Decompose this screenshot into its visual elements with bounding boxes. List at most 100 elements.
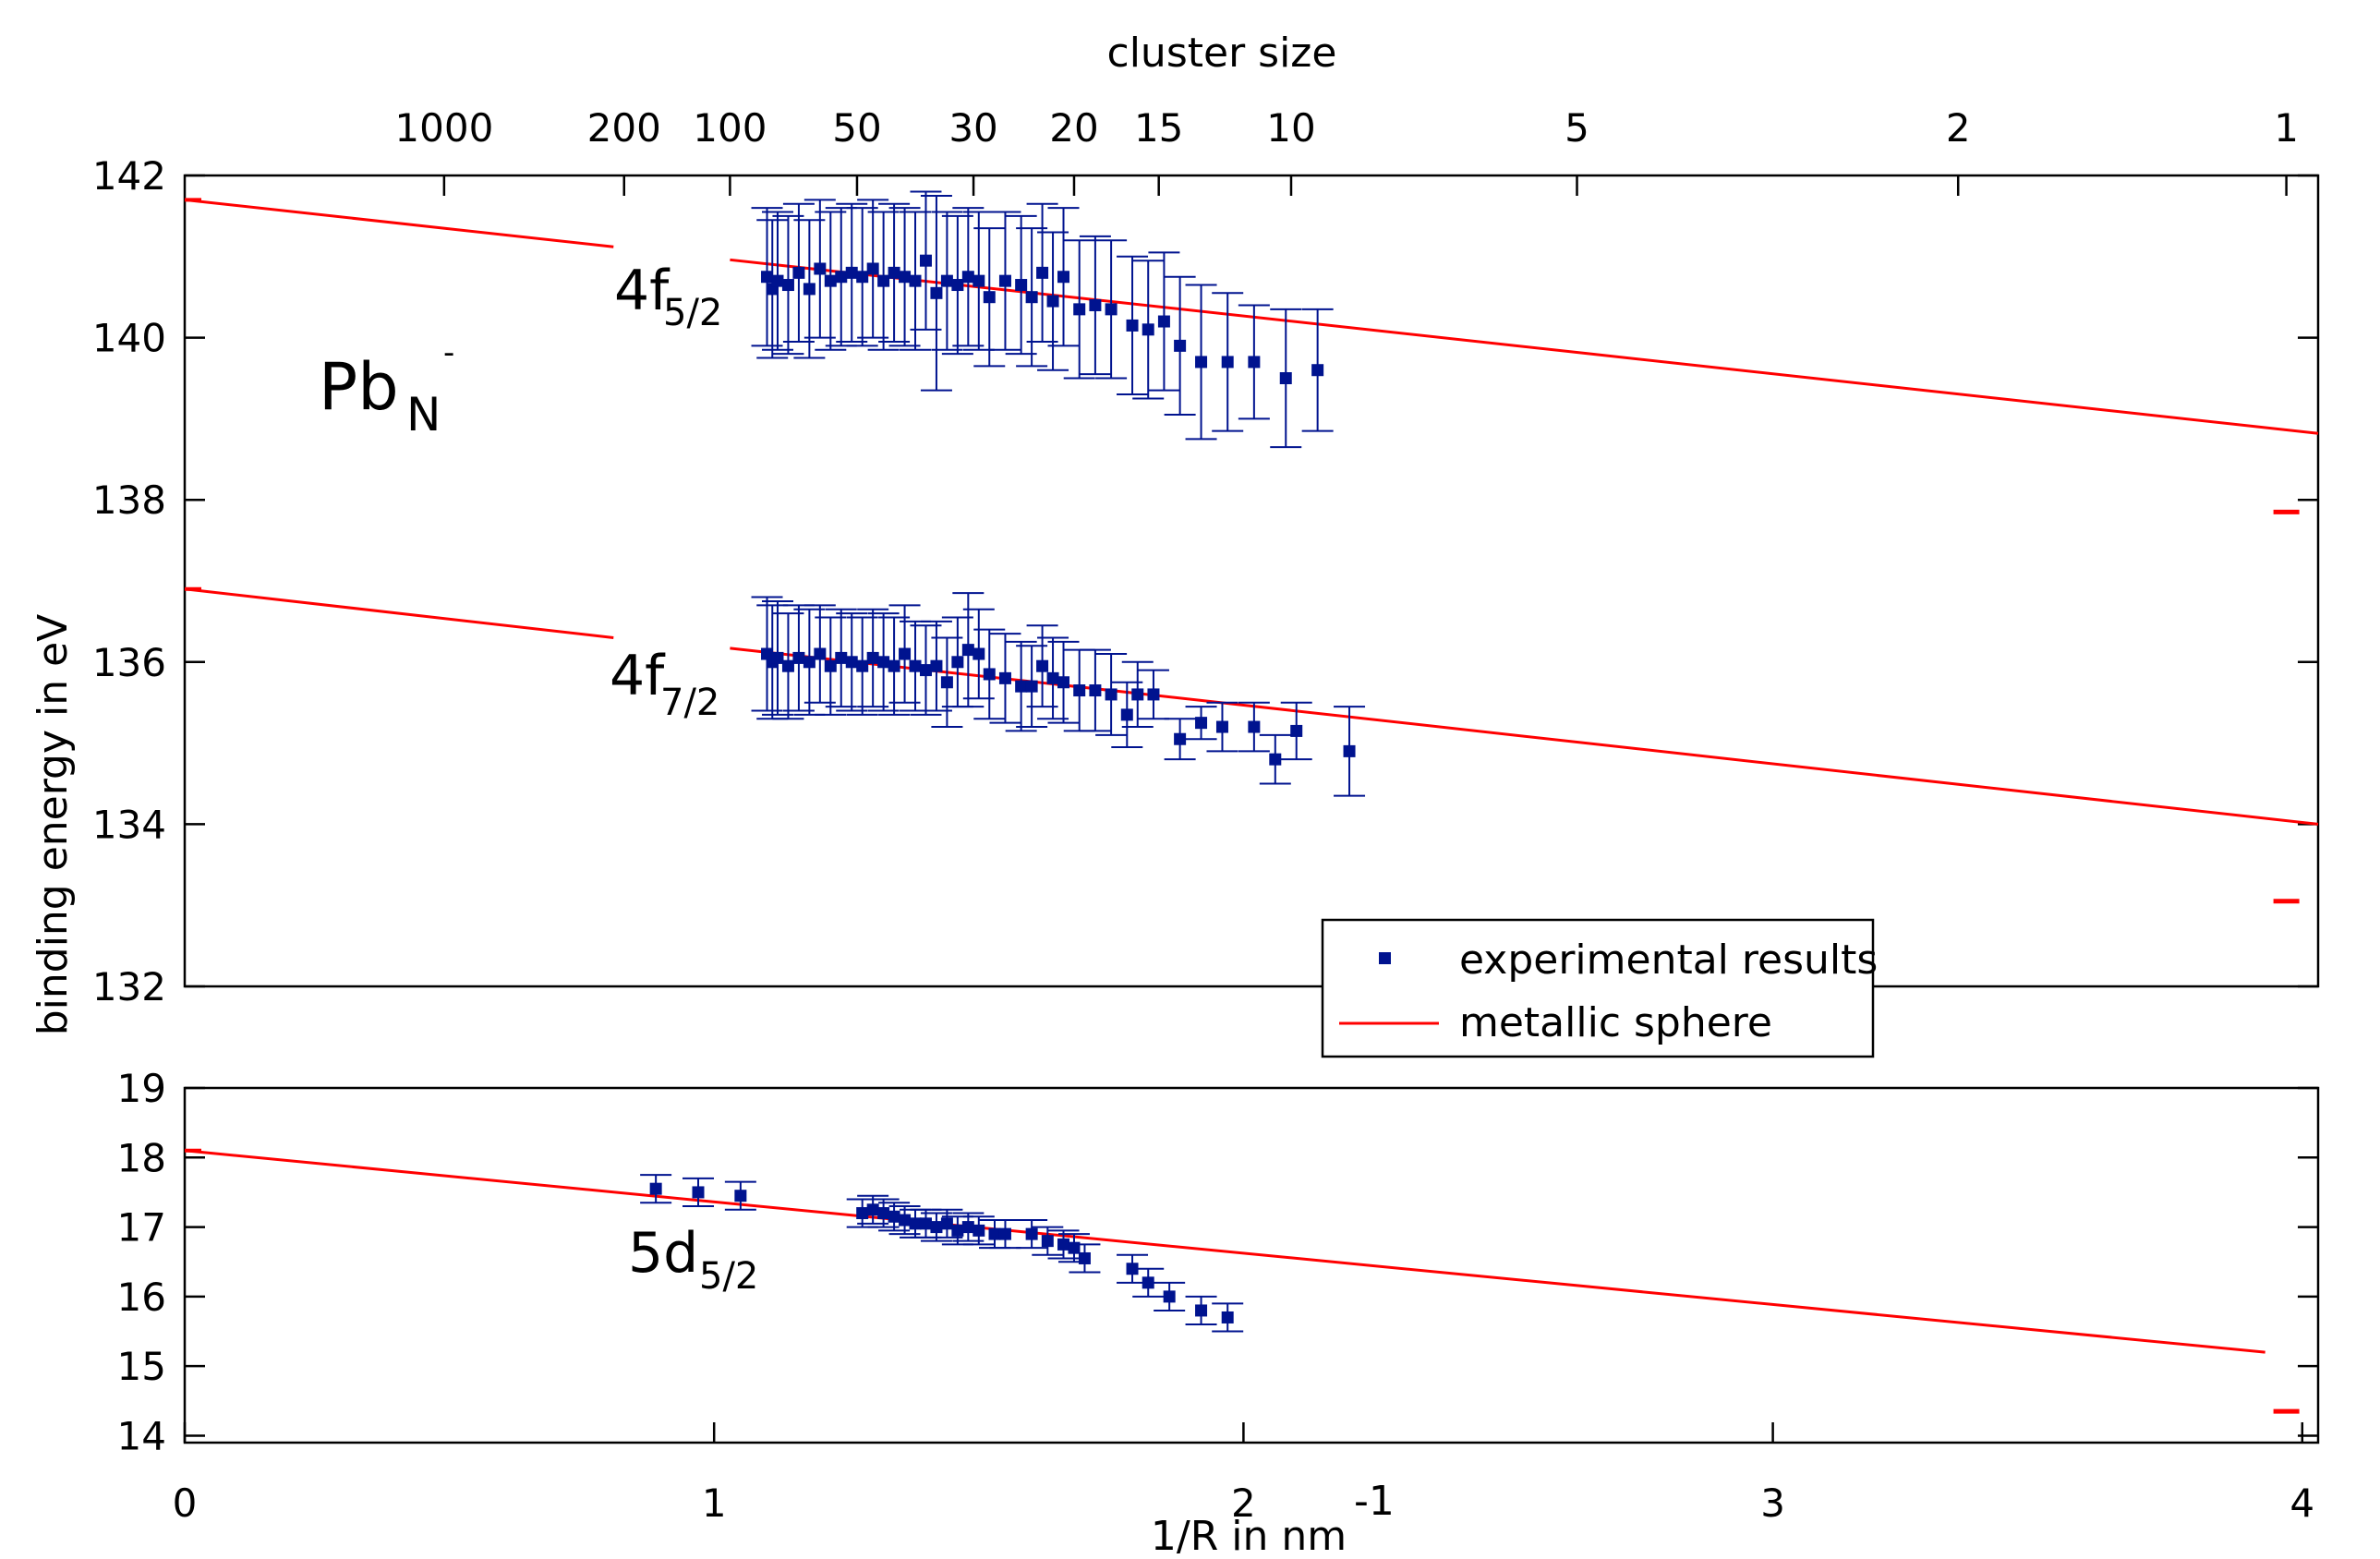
cluster-size-tick-label: 50 (832, 105, 881, 151)
cluster-size-tick-label: 20 (1049, 105, 1098, 151)
data-point (866, 651, 879, 664)
data-point (998, 1227, 1011, 1240)
data-point (1073, 303, 1086, 316)
legend-box (1321, 918, 1875, 1058)
data-point (1057, 676, 1070, 689)
data-point (909, 1217, 922, 1230)
cluster-size-tick-label: 100 (693, 105, 767, 151)
data-point (824, 274, 837, 287)
data-point (1046, 295, 1059, 308)
cluster-size-tick-label: 15 (1134, 105, 1183, 151)
data-point (1015, 279, 1028, 292)
legend-marker-experimental (1379, 952, 1391, 964)
lower-panel-frame (183, 1086, 2320, 1444)
data-point (973, 274, 985, 287)
svg-text:4f: 4f (610, 644, 666, 708)
peak-label-4f52: 4f 5/2 (614, 259, 722, 334)
data-point (983, 668, 996, 681)
data-point (1041, 1235, 1054, 1248)
data-point (1147, 688, 1160, 701)
svg-text:N: N (406, 388, 441, 441)
data-point (919, 664, 932, 677)
data-point (1221, 1311, 1234, 1323)
data-point (856, 1207, 869, 1220)
x-axis-title-exponent: -1 (1354, 1478, 1395, 1525)
data-point (1221, 356, 1234, 369)
data-point (909, 274, 922, 287)
data-point (1036, 266, 1049, 279)
data-point (1248, 356, 1261, 369)
y-tick-label-upper: 136 (92, 640, 166, 685)
data-point (866, 262, 879, 275)
cluster-size-tick-label: 10 (1266, 105, 1315, 151)
y-tick-label-upper: 142 (92, 153, 166, 199)
legend: experimental results metallic sphere (1321, 918, 1878, 1058)
data-point (877, 656, 890, 669)
data-point (1015, 680, 1028, 693)
data-point (845, 656, 858, 669)
data-point (835, 651, 848, 664)
data-point (961, 1221, 974, 1234)
data-point (734, 1190, 747, 1202)
svg-text:5/2: 5/2 (663, 292, 722, 334)
panel-frames (183, 174, 2320, 1444)
data-point (803, 656, 815, 669)
data-point (845, 266, 858, 279)
data-point (951, 656, 964, 669)
x-tick-label: 4 (2289, 1480, 2314, 1526)
data-point (1105, 303, 1118, 316)
peak-label-5d52: 5d 5/2 (628, 1221, 758, 1298)
data-point (1126, 1263, 1139, 1275)
data-point (1279, 372, 1292, 384)
data-point (692, 1186, 705, 1199)
y-tick-label-lower: 18 (117, 1135, 166, 1180)
data-point (877, 1207, 890, 1220)
data-point (1025, 291, 1038, 304)
data-point (856, 659, 869, 672)
data-point (781, 279, 794, 292)
data-point (899, 1214, 912, 1227)
data-point (1025, 680, 1038, 693)
data-point (1174, 732, 1187, 745)
metallic-sphere-line (184, 587, 614, 639)
y-tick-label-upper: 132 (92, 964, 166, 1009)
data-point (961, 271, 974, 284)
data-point (888, 659, 900, 672)
data-point (899, 647, 912, 660)
y-tick-label-lower: 15 (117, 1344, 166, 1389)
data-point (888, 266, 900, 279)
data-point (1311, 364, 1324, 377)
data-point (792, 651, 805, 664)
cluster-size-tick-label: 1 (2274, 105, 2299, 151)
data-point (988, 1227, 1001, 1240)
svg-text:7/2: 7/2 (660, 682, 719, 724)
y-tick-label-upper: 138 (92, 477, 166, 523)
data-point (877, 274, 890, 287)
data-point (1126, 319, 1139, 332)
data-point (814, 262, 827, 275)
svg-text:-: - (443, 334, 454, 371)
y-tick-label-lower: 14 (117, 1413, 166, 1458)
data-point (1120, 708, 1133, 721)
data-point (940, 1217, 953, 1230)
x-tick-label: 3 (1760, 1480, 1785, 1526)
x-tick-label: 1 (702, 1480, 727, 1526)
data-point (649, 1182, 662, 1195)
svg-text:5/2: 5/2 (699, 1255, 758, 1298)
data-point (983, 291, 996, 304)
data-point (1036, 659, 1049, 672)
data-point (1195, 356, 1208, 369)
data-point (856, 271, 869, 284)
data-point (940, 274, 953, 287)
data-point (1142, 323, 1154, 336)
data-point (973, 1224, 985, 1237)
data-point (1290, 724, 1303, 737)
data-point (1089, 684, 1102, 697)
data-point (1269, 753, 1282, 766)
data-point (771, 651, 784, 664)
data-point (930, 659, 943, 672)
experimental-points (640, 190, 1366, 1333)
species-label: Pb N - (319, 334, 454, 441)
svg-text:4f: 4f (614, 259, 671, 323)
